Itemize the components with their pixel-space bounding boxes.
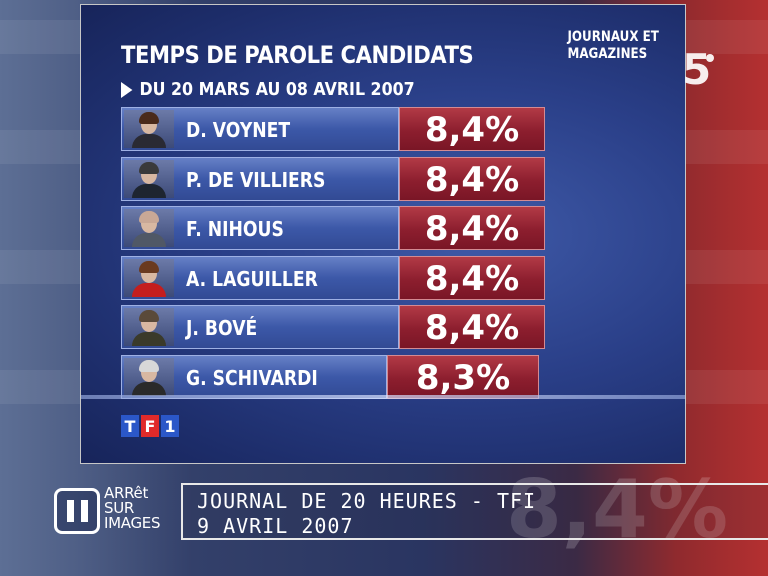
candidate-percent: 8,4% [399, 107, 545, 151]
graphic-subtitle: DU 20 MARS AU 08 AVRIL 2007 [121, 79, 415, 100]
date-range: DU 20 MARS AU 08 AVRIL 2007 [139, 79, 415, 100]
show-logo-text: ARRêt SUR IMAGES [104, 486, 160, 531]
tf1-logo-letter: T [121, 415, 139, 437]
candidate-name-box: D. VOYNET [121, 107, 399, 151]
pause-icon [54, 488, 100, 534]
show-logo-line: SUR [104, 499, 135, 517]
candidate-percent: 8,4% [399, 156, 545, 201]
category-label: JOURNAUX ET MAGAZINES [567, 29, 659, 62]
candidate-name: A. LAGUILLER [186, 266, 318, 291]
source-program: JOURNAL DE 20 HEURES - TFI [197, 489, 537, 513]
show-logo-line: IMAGES [104, 514, 161, 532]
candidate-name: P. DE VILLIERS [186, 167, 326, 192]
channel-number: 5 [682, 45, 712, 94]
candidate-percent: 8,4% [399, 305, 545, 349]
tf1-logo-letter: F [141, 415, 159, 437]
candidate-name-box: P. DE VILLIERS [121, 156, 399, 201]
tf1-logo: T F 1 [121, 415, 179, 437]
candidate-name: G. SCHIVARDI [186, 365, 318, 390]
background-blurred-percent: 8,4% [506, 463, 728, 556]
candidate-name: F. NIHOUS [186, 217, 284, 241]
logo-dot [706, 54, 714, 62]
candidate-name-box: G. SCHIVARDI [121, 354, 387, 399]
candidate-photo [124, 357, 174, 396]
candidate-photo [124, 209, 174, 247]
candidate-percent: 8,4% [399, 206, 545, 250]
candidate-photo [124, 258, 174, 297]
source-caption: JOURNAL DE 20 HEURES - TFI 9 AVRIL 2007 [181, 483, 768, 540]
graphic-title: TEMPS DE PAROLE CANDIDATS [121, 41, 474, 69]
show-logo-line: ARRêt [104, 484, 149, 502]
tf1-logo-letter: 1 [161, 415, 179, 437]
speaking-time-graphic: TEMPS DE PAROLE CANDIDATS DU 20 MARS AU … [80, 4, 686, 464]
candidate-percent: 8,4% [399, 255, 545, 300]
candidate-photo [124, 308, 174, 346]
candidate-name: J. BOVÉ [186, 316, 258, 340]
candidate-photo [124, 110, 174, 148]
source-date: 9 AVRIL 2007 [197, 514, 354, 538]
candidate-name-box: J. BOVÉ [121, 305, 399, 349]
candidate-photo [124, 159, 174, 198]
france5-logo: 5 [682, 48, 716, 92]
candidate-name: D. VOYNET [186, 118, 291, 142]
play-triangle-icon [121, 81, 133, 98]
candidate-percent: 8,3% [387, 354, 539, 399]
candidate-name-box: F. NIHOUS [121, 206, 399, 250]
candidate-name-box: A. LAGUILLER [121, 255, 399, 300]
